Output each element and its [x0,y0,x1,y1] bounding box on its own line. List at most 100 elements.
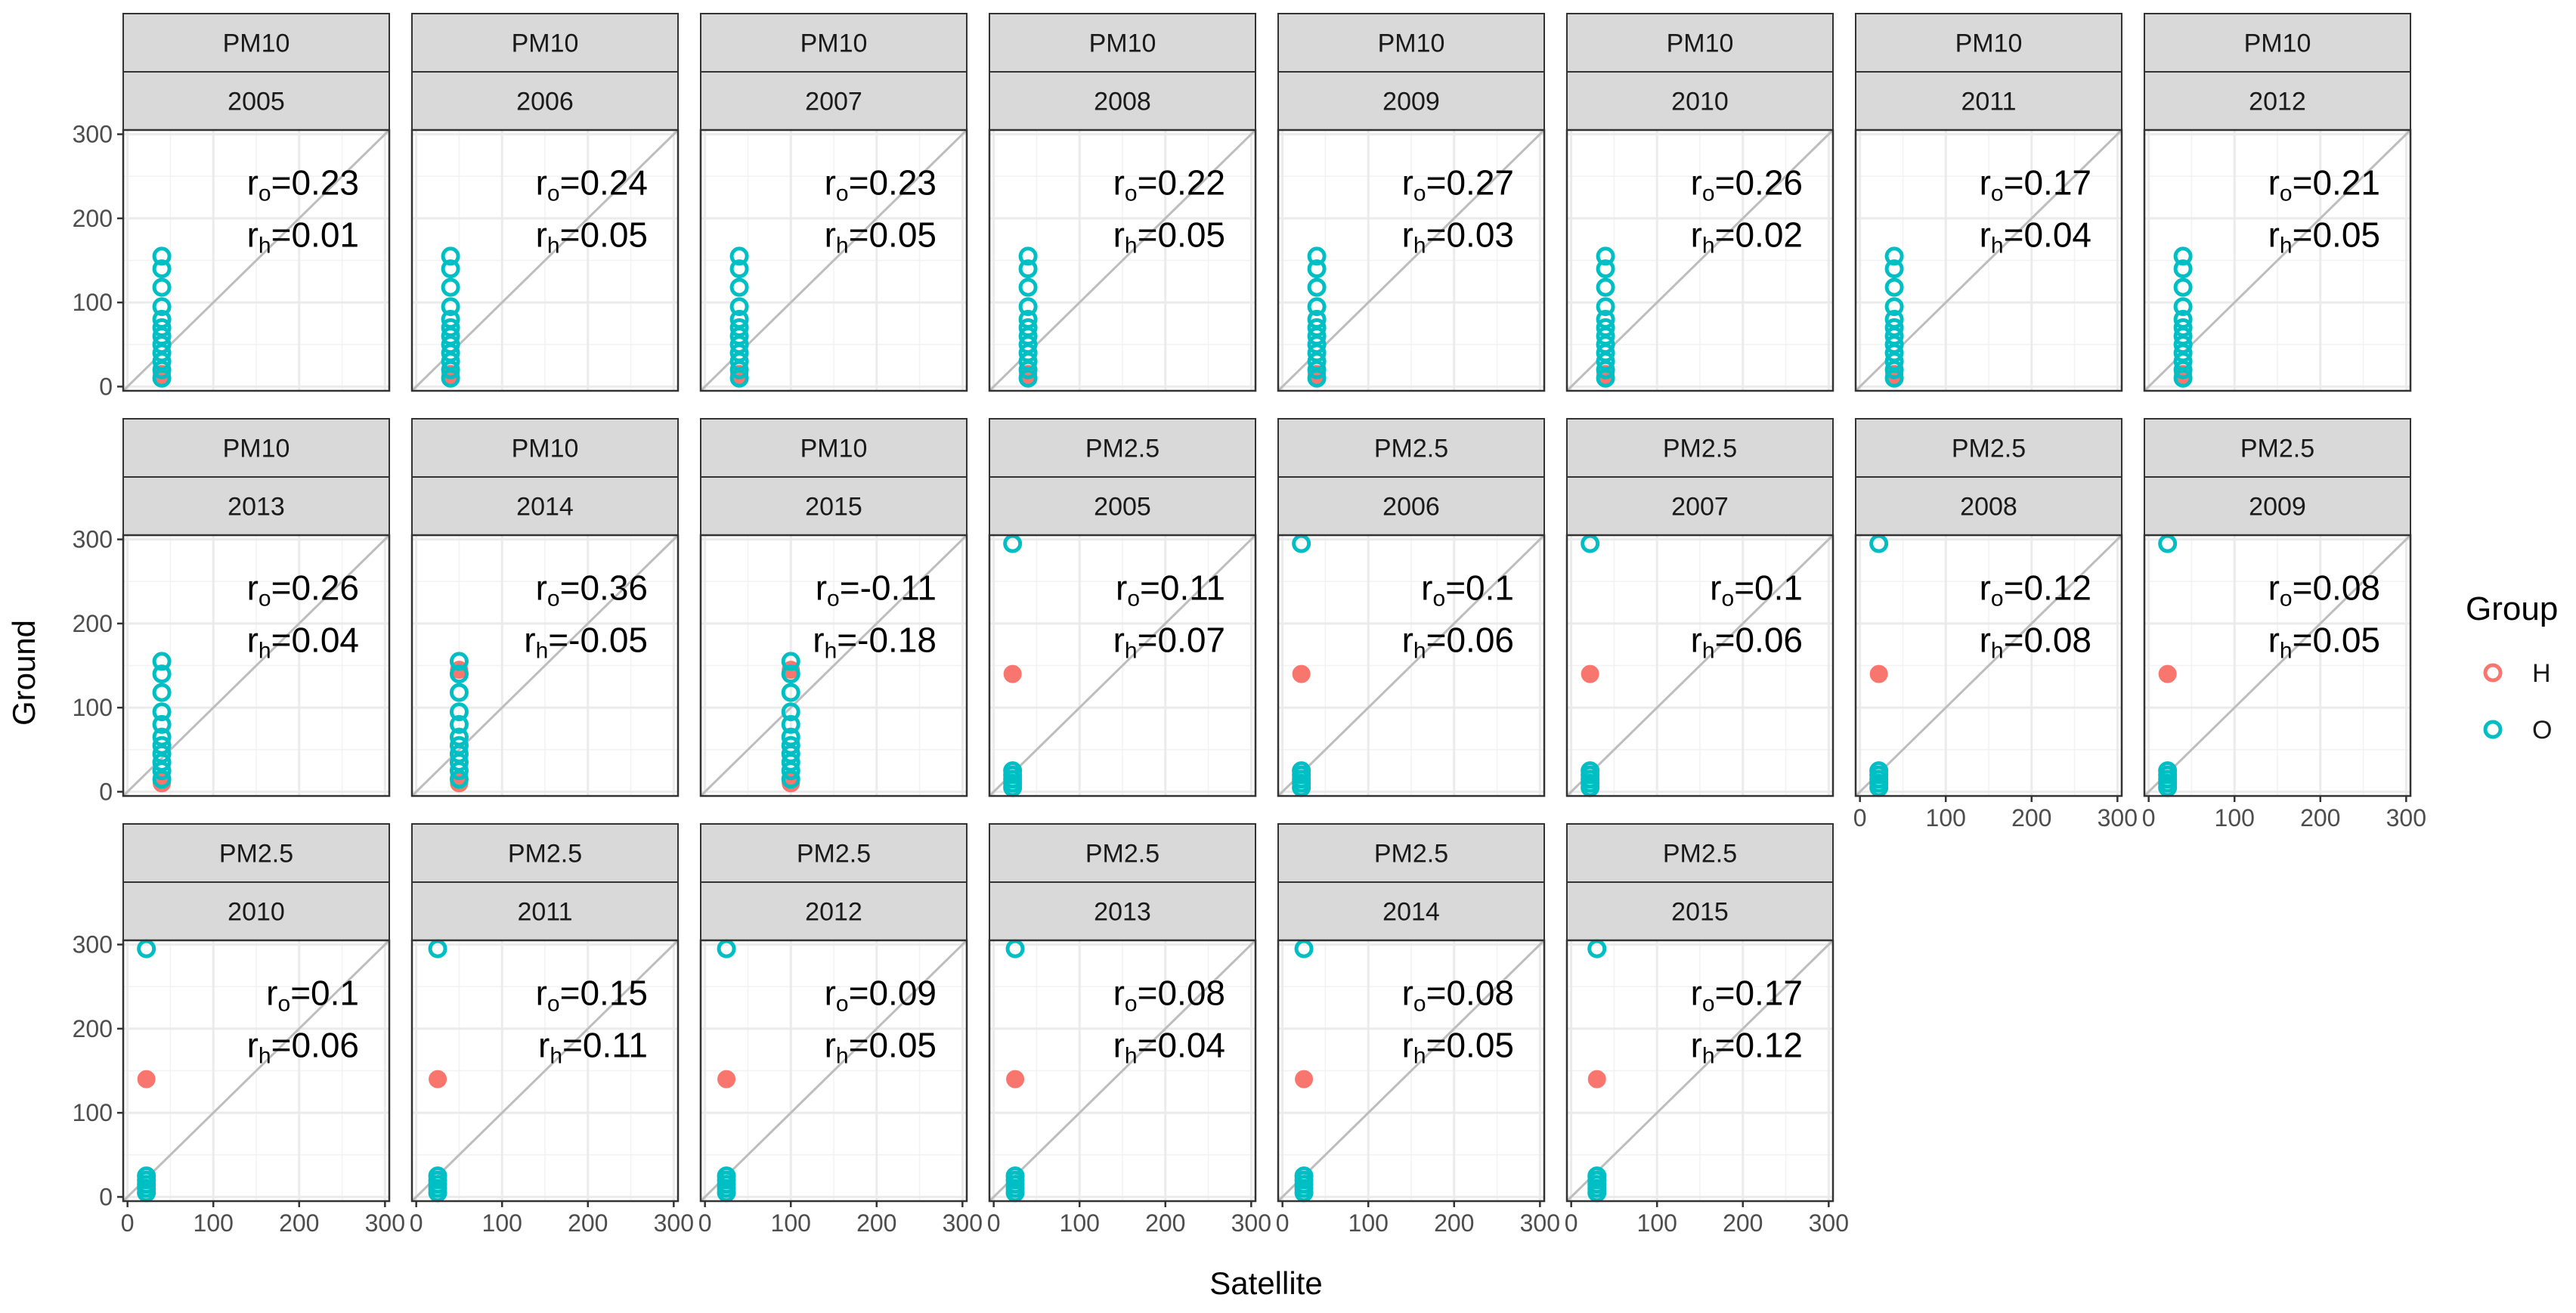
annotation-r-h: rh=0.11 [538,1026,648,1069]
point-o [729,297,749,317]
strip-year-label: 2009 [1382,88,1440,116]
annotation-r-o-subscript: o [1702,992,1715,1017]
strip-year [1855,476,2122,536]
y-axis-title: Ground [6,620,42,726]
strip-pollutant-label: PM2.5 [219,840,293,869]
annotation-r-o-symbol: r [2268,568,2280,608]
annotation-r-h-symbol: r [536,215,547,255]
strip-pollutant-label: PM2.5 [2240,435,2314,463]
annotation-r-o: ro=0.15 [536,974,648,1017]
point-o [441,259,460,279]
point-o [449,652,469,671]
y-tick-label: 100 [73,694,113,721]
panel-border [1277,534,1546,797]
strip-year [2144,476,2411,536]
panel-border [1854,129,2123,392]
x-tick-label: 300 [654,1209,694,1237]
annotation-r-o-subscript: o [547,587,560,612]
point-h [2158,664,2177,683]
annotation-r-o-subscript: o [1991,587,2004,612]
annotation-r-o: ro=-0.11 [816,568,937,612]
x-tick-label: 200 [2300,804,2340,831]
x-tick-label: 100 [1926,804,1966,831]
x-tick-label: 200 [1145,1209,1185,1237]
annotation-r-o: ro=0.26 [247,568,359,612]
point-o [2173,318,2193,338]
strip-year [1566,71,1834,131]
annotation-r-o: ro=0.36 [536,568,648,612]
x-tick-label: 300 [1809,1209,1849,1237]
annotation-r-o-value: =0.08 [1426,974,1514,1013]
annotation-r-o-symbol: r [2268,163,2280,203]
point-h [1292,664,1311,683]
annotation-r-h-subscript: h [1702,1044,1715,1069]
x-tick-label: 100 [2215,804,2255,831]
annotation-r-o-value: =-0.11 [840,568,937,608]
annotation-r-h-value: =0.06 [1426,621,1514,660]
annotation-r-h: rh=0.05 [2268,215,2380,259]
strip-pollutant [989,13,1256,73]
annotation-r-h-symbol: r [1980,215,1991,255]
annotation-r-o-value: =0.36 [560,568,648,608]
strip-pollutant-label: PM10 [512,29,579,58]
strip-pollutant [1277,13,1545,73]
strip-pollutant [411,823,679,883]
identity-line [123,940,389,1201]
annotation-r-o-value: =0.17 [1715,974,1803,1013]
panel-border [410,534,680,797]
annotation-r-h-subscript: h [259,639,271,664]
panel-border [699,129,968,392]
point-h [1295,1070,1314,1088]
strip-pollutant [1566,823,1834,883]
y-tick-label: 100 [73,289,113,316]
y-tick-label: 200 [73,205,113,232]
strip-pollutant [700,823,968,883]
point-o [1587,1166,1607,1186]
annotation-r-o-value: =0.26 [271,568,359,608]
annotation-r-h-subscript: h [1702,639,1715,664]
annotation-r-h: rh=0.05 [2268,621,2380,664]
point-o [1596,297,1615,317]
strip-year-label: 2013 [1094,898,1151,927]
strip-year-label: 2014 [516,493,574,522]
annotation-r-o-symbol: r [1980,163,1991,203]
annotation-r-o: ro=0.1 [266,974,359,1017]
annotation-r-o: ro=0.1 [1421,568,1514,612]
strip-year [1277,476,1545,536]
annotation-r-o-subscript: o [1702,181,1715,206]
x-tick-label: 300 [943,1209,983,1237]
strip-pollutant [1566,13,1834,73]
y-tick-label: 0 [99,778,113,805]
annotation-r-h-symbol: r [1113,621,1125,660]
annotation-r-o-value: =0.09 [849,974,937,1013]
annotation-r-o: ro=0.27 [1402,163,1514,206]
annotation-r-o: ro=0.17 [1691,974,1803,1017]
annotation-r-h-value: =0.04 [2004,215,2091,255]
annotation-r-o-subscript: o [1127,587,1140,612]
annotation-r-h-symbol: r [1980,621,1991,660]
annotation-r-h: rh=-0.05 [524,621,648,664]
point-o [152,652,172,671]
strip-pollutant [989,823,1256,883]
annotation-r-h-symbol: r [813,621,824,660]
annotation-r-o-symbol: r [1421,568,1432,608]
y-tick-label: 100 [73,1099,113,1126]
annotation-r-o-symbol: r [536,974,547,1013]
point-o [152,309,172,329]
annotation-r-o-symbol: r [1116,568,1127,608]
point-o [1869,761,1889,781]
point-o [729,309,749,329]
annotation-r-h-subscript: h [1413,639,1426,664]
annotation-r-o-subscript: o [1722,587,1735,612]
strip-year [2144,71,2411,131]
strip-pollutant [411,418,679,478]
annotation-r-o-symbol: r [816,568,827,608]
point-o [449,714,469,734]
annotation-r-h-value: =0.02 [1715,215,1803,255]
identity-line [989,940,1255,1201]
